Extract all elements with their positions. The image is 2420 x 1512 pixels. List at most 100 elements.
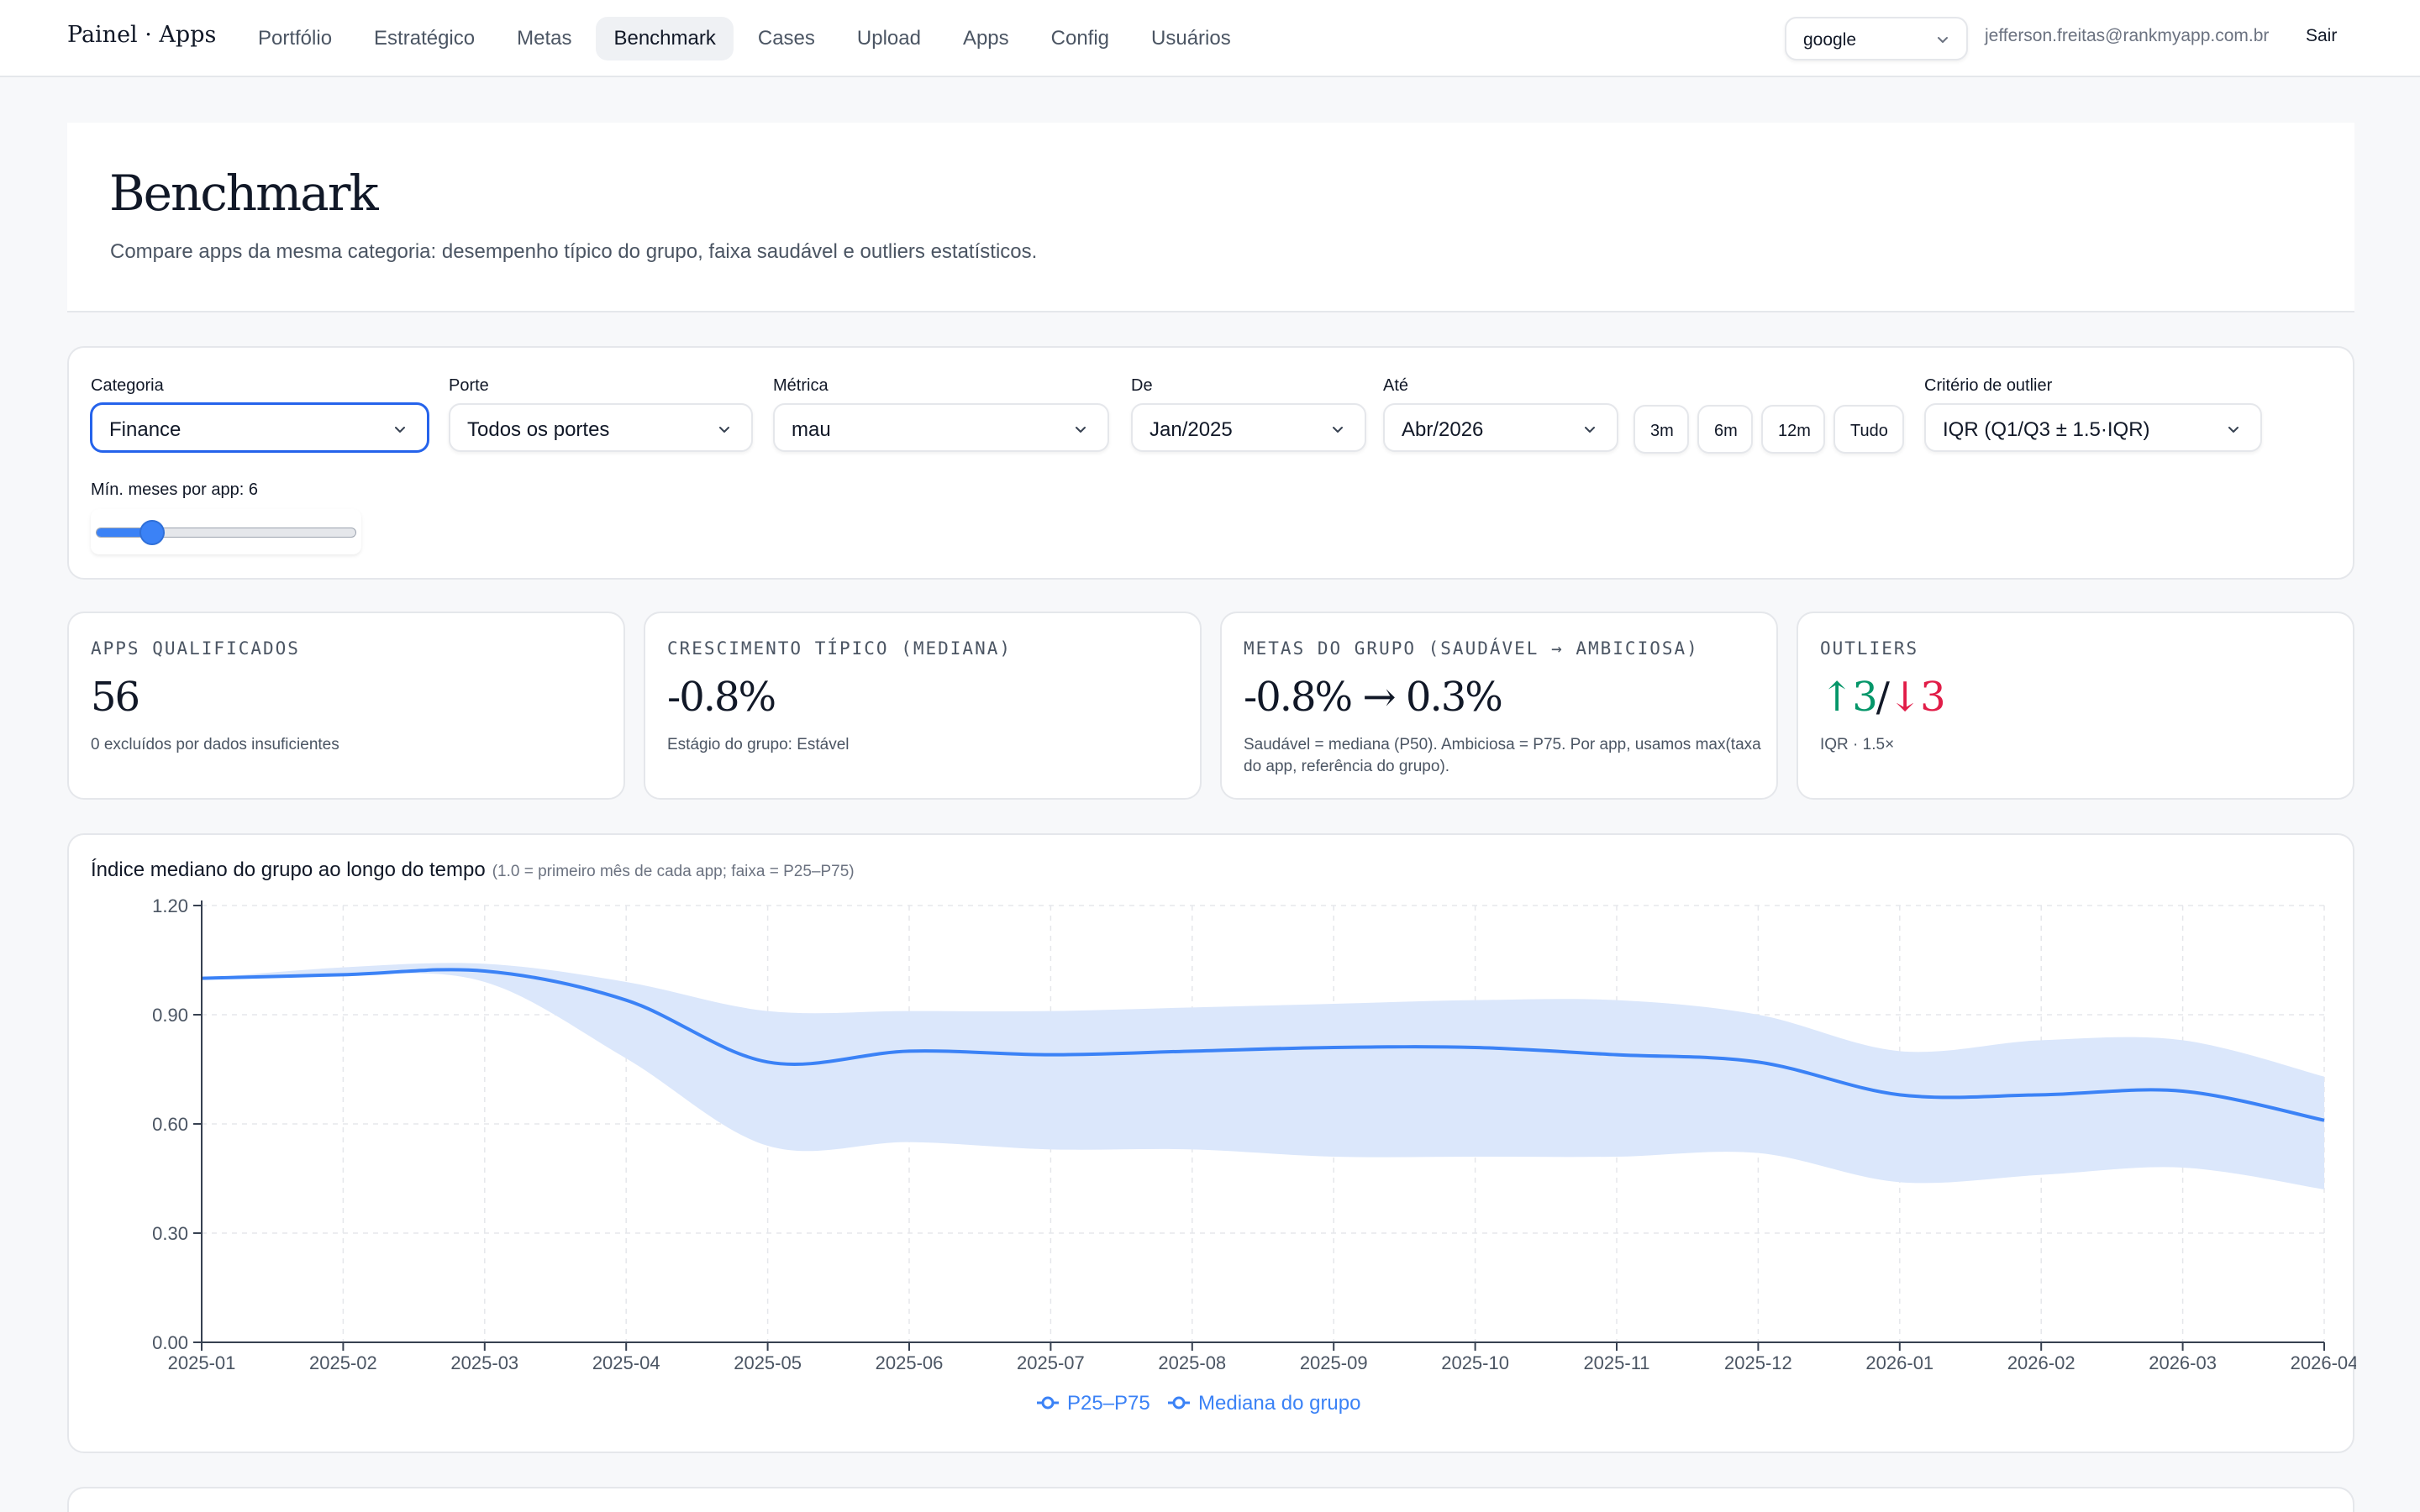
range-12m-button[interactable]: 12m [1761,405,1825,454]
chevron-down-icon [1333,427,1343,433]
categoria-value: Finance [109,418,182,441]
chart-title: Índice mediano do grupo ao longo do temp… [91,858,855,882]
x-tick-label: 2025-04 [592,1352,660,1373]
x-tick-label: 2025-02 [309,1352,377,1373]
legend-marker-dot [1041,1396,1055,1410]
nav-metas[interactable]: Metas [517,27,572,50]
porte-select[interactable]: Todos os portes [449,403,753,452]
criterio-label: Critério de outlier [1924,376,2053,395]
nav-portfolio[interactable]: Portfólio [258,27,333,50]
chart-card: Índice mediano do grupo ao longo do temp… [67,833,2356,1453]
stat-label: CRESCIMENTO TÍPICO (MEDIANA) [667,638,1013,659]
x-tick-label: 2026-01 [1865,1352,1933,1373]
page-subtitle: Compare apps da mesma categoria: desempe… [110,240,1038,263]
x-tick-label: 2026-02 [2007,1352,2075,1373]
filters-panel: Categoria Finance Porte Todos os portes … [67,346,2354,580]
nav-apps[interactable]: Apps [962,27,1009,50]
slider-track[interactable] [96,528,356,538]
stat-subtext: Estágio do grupo: Estável [667,736,850,753]
chevron-down-icon [395,427,405,433]
ate-value: Abr/2026 [1402,418,1484,441]
stat-value: -0.8% [667,674,776,721]
y-tick-label: 0.00 [152,1332,188,1353]
y-tick-label: 1.20 [152,895,188,916]
band-p25-p75 [202,963,2324,1189]
x-tick-label: 2025-09 [1300,1352,1368,1373]
range-6m-button[interactable]: 6m [1697,405,1753,454]
chevron-down-icon [1076,427,1086,433]
nav-benchmark[interactable]: Benchmark [596,17,734,60]
range-3m-button[interactable]: 3m [1634,405,1689,454]
slider-thumb[interactable] [139,520,166,545]
min-meses-slider[interactable] [91,509,361,554]
chevron-down-icon [1938,37,1948,43]
y-tick-label: 0.60 [152,1114,188,1135]
chevron-down-icon [719,427,729,433]
x-tick-label: 2025-06 [876,1352,944,1373]
stat-card-metas: METAS DO GRUPO (SAUDÁVEL → AMBICIOSA) -0… [1220,612,1778,800]
outliers-separator: / [1876,674,1890,721]
page-title: Benchmark [109,165,379,222]
porte-value: Todos os portes [467,418,610,441]
x-tick-label: 2025-01 [168,1352,236,1373]
main-nav: Portfólio Estratégico Metas Benchmark Ca… [240,17,1249,60]
x-tick-label: 2026-03 [2149,1352,2217,1373]
ate-label: Até [1383,376,1409,395]
slider-fill [97,528,154,537]
stat-subtext: 0 excluídos por dados insuficientes [91,736,339,753]
nav-usuarios[interactable]: Usuários [1151,27,1231,50]
app-selector[interactable]: google [1785,17,1968,60]
app-selector-value: google [1803,30,1857,50]
stat-label: OUTLIERS [1820,638,1919,659]
stat-label: APPS QUALIFICADOS [91,638,300,659]
y-tick-label: 0.30 [152,1223,188,1244]
metrica-label: Métrica [773,376,829,395]
legend-marker-dot [1172,1396,1186,1410]
ate-select[interactable]: Abr/2026 [1383,403,1618,452]
x-tick-label: 2025-11 [1583,1352,1649,1373]
chart-note: (1.0 = primeiro mês de cada app; faixa =… [492,863,855,880]
x-tick-label: 2025-10 [1441,1352,1509,1373]
next-section-card [67,1487,2354,1512]
line-chart: 0.00 0.30 0.60 0.90 1.20 2025-01 2025-02 2025-0… [152,895,2356,1415]
chevron-down-icon [2228,427,2238,433]
chart-title-text: Índice mediano do grupo ao longo do temp… [91,858,486,881]
stat-card-crescimento: CRESCIMENTO TÍPICO (MEDIANA) -0.8% Estág… [644,612,1202,800]
de-select[interactable]: Jan/2025 [1131,403,1366,452]
nav-config[interactable]: Config [1050,27,1110,50]
x-tick-label: 2025-08 [1158,1352,1226,1373]
x-tick-label: 2025-03 [450,1352,518,1373]
chevron-down-icon [1585,427,1595,433]
stat-value: -0.8% → 0.3% [1244,674,1503,721]
metrica-select[interactable]: mau [773,403,1109,452]
de-label: De [1131,376,1153,395]
page-header: Benchmark Compare apps da mesma categori… [67,123,2354,312]
criterio-select[interactable]: IQR (Q1/Q3 ± 1.5·IQR) [1924,403,2262,452]
brand-logo[interactable]: Painel · Apps [67,22,217,48]
median-line [201,968,2325,1122]
metrica-value: mau [792,418,831,441]
nav-upload[interactable]: Upload [856,27,921,50]
user-email: jefferson.freitas@rankmyapp.com.br [1985,26,2270,45]
x-tick-label: 2026-04 [2291,1352,2356,1373]
min-meses-label: Mín. meses por app: 6 [91,480,258,499]
legend-label: Mediana do grupo [1198,1392,1360,1415]
stat-value: 56 [91,674,140,721]
nav-estrategico[interactable]: Estratégico [374,27,476,50]
criterio-value: IQR (Q1/Q3 ± 1.5·IQR) [1943,418,2150,441]
x-tick-label: 2025-12 [1724,1352,1792,1373]
stat-subtext: Saudável = mediana (P50). Ambiciosa = P7… [1244,736,1761,775]
top-navbar: Painel · Apps Portfólio Estratégico Meta… [0,0,2420,77]
categoria-select[interactable]: Finance [91,403,429,452]
x-tick-label: 2025-05 [734,1352,802,1373]
nav-cases[interactable]: Cases [757,27,815,50]
stat-value: ↑3/↓3 [1820,674,1946,721]
x-tick-label: 2025-07 [1017,1352,1085,1373]
y-tick-label: 0.90 [152,1005,188,1026]
logout-button[interactable]: Sair [2306,26,2338,45]
stat-subtext: IQR · 1.5× [1820,736,1895,753]
stat-card-qualificados: APPS QUALIFICADOS 56 0 excluídos por dad… [67,612,625,800]
stat-label: METAS DO GRUPO (SAUDÁVEL → AMBICIOSA) [1244,638,1699,659]
outliers-down: ↓3 [1887,674,1946,721]
range-tudo-button[interactable]: Tudo [1833,405,1904,454]
